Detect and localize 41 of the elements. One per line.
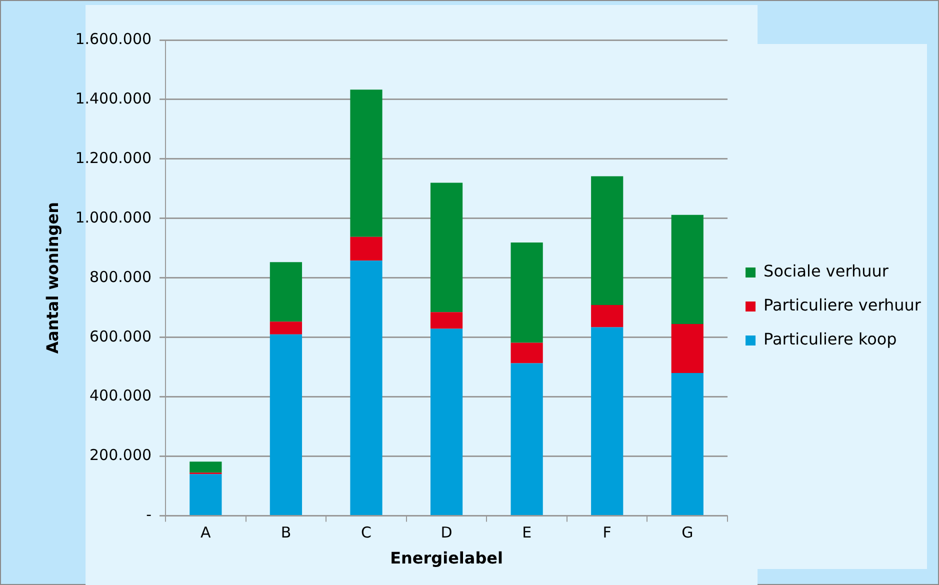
y-tick-label: 1.200.000 [75,148,152,167]
legend-label: Particuliere verhuur [764,296,922,315]
bar [591,304,624,328]
y-axis-title: Aantal woningen [42,202,62,354]
bar [591,176,624,305]
bar [190,474,222,516]
y-tick-label: 1.000.000 [75,208,152,226]
bar [350,236,382,261]
x-tick-label: C [361,524,372,542]
bar [510,242,543,343]
bar [671,373,704,516]
bar [510,363,543,516]
y-tick-label: 400.000 [90,386,152,405]
bar [510,342,543,364]
bar [350,90,382,237]
y-tick-label: 600.000 [90,327,152,346]
bar [430,312,463,329]
bar [270,322,302,334]
bar [350,260,382,516]
y-tick-label: - [146,506,152,524]
bar [591,327,624,516]
x-tick-label: D [440,524,452,542]
legend-label: Sociale verhuur [764,262,889,281]
y-tick-label: 1.600.000 [75,30,152,48]
bar [270,334,302,516]
x-axis-title: Energielabel [390,548,503,568]
x-tick-label: E [522,524,532,542]
y-tick-label: 1.400.000 [75,89,152,108]
bar [270,262,302,322]
x-tick-label: B [280,524,292,542]
bar [430,328,463,516]
y-tick-label: 800.000 [90,268,152,286]
y-tick-label: 200.000 [90,446,152,464]
bar [190,462,222,473]
bar [430,182,463,312]
bar [671,214,704,324]
bar [671,324,704,374]
x-tick-label: F [602,524,612,542]
x-tick-label: G [682,524,694,542]
x-tick-label: A [200,524,212,542]
legend-label: Particuliere koop [764,330,897,349]
